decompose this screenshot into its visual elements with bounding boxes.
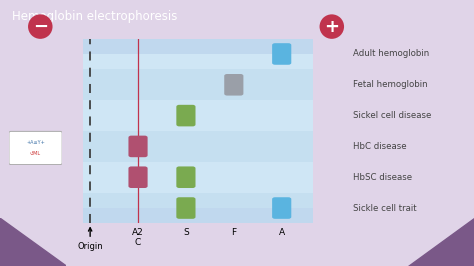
- Text: HbSC disease: HbSC disease: [353, 173, 412, 182]
- Text: −: −: [33, 18, 48, 36]
- FancyBboxPatch shape: [176, 167, 195, 188]
- FancyBboxPatch shape: [176, 197, 195, 219]
- Bar: [83, 208, 313, 223]
- FancyBboxPatch shape: [9, 131, 62, 165]
- Bar: [83, 131, 313, 162]
- FancyBboxPatch shape: [176, 105, 195, 126]
- Bar: [83, 39, 313, 54]
- Text: +: +: [324, 18, 339, 36]
- Text: +A≤Y+: +A≤Y+: [26, 140, 45, 145]
- Bar: [83, 193, 313, 223]
- FancyBboxPatch shape: [128, 167, 147, 188]
- Bar: [83, 69, 313, 100]
- Text: HbC disease: HbC disease: [353, 142, 407, 151]
- Polygon shape: [0, 218, 66, 266]
- Bar: [83, 100, 313, 131]
- Bar: [83, 39, 313, 69]
- Text: Adult hemoglobin: Adult hemoglobin: [353, 49, 429, 59]
- FancyBboxPatch shape: [272, 197, 292, 219]
- FancyBboxPatch shape: [272, 43, 292, 65]
- Text: Sickle cell trait: Sickle cell trait: [353, 203, 417, 213]
- Text: ↺ML: ↺ML: [30, 151, 41, 156]
- Text: Fetal hemoglobin: Fetal hemoglobin: [353, 80, 428, 89]
- Polygon shape: [408, 218, 474, 266]
- FancyBboxPatch shape: [224, 74, 243, 95]
- FancyBboxPatch shape: [128, 136, 147, 157]
- Bar: [83, 162, 313, 193]
- Text: Sickel cell disease: Sickel cell disease: [353, 111, 431, 120]
- Text: Origin: Origin: [77, 228, 103, 251]
- Text: Hemoglobin electrophoresis: Hemoglobin electrophoresis: [12, 10, 177, 23]
